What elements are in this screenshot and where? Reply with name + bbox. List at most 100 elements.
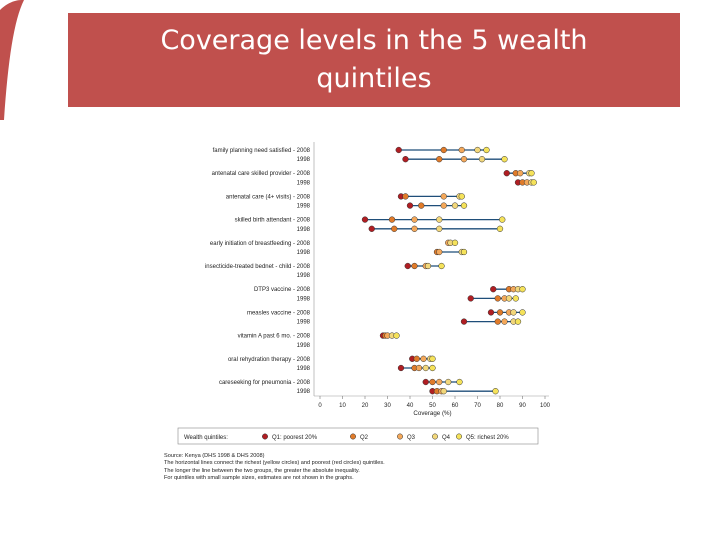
point-q4: [505, 295, 513, 302]
point-q2: [413, 355, 420, 362]
x-tick-label: 80: [497, 403, 504, 409]
point-q5: [460, 248, 468, 256]
point-q4: [510, 309, 517, 316]
row-label: measles vaccine - 2008: [247, 310, 311, 316]
point-q1: [503, 170, 510, 177]
legend-marker-q2: [350, 433, 356, 440]
point-q5: [438, 262, 445, 270]
legend-label-q1: Q1: poorest 20%: [272, 435, 318, 441]
point-q2: [411, 262, 418, 270]
point-q4: [424, 262, 432, 270]
point-q5: [492, 388, 499, 395]
point-q5: [528, 170, 535, 177]
point-q2: [429, 378, 436, 386]
row-label: 1998: [297, 157, 311, 163]
point-q2: [440, 146, 447, 154]
row-label: skilled birth attendant - 2008: [235, 218, 311, 224]
point-q3: [411, 216, 418, 223]
legend-marker-q5: [456, 433, 462, 440]
point-q2: [496, 309, 504, 316]
row-label: 1998: [297, 180, 311, 186]
point-q1: [397, 364, 405, 372]
legend-label-q5: Q5: richest 20%: [466, 435, 509, 441]
note-source: Source: Kenya (DHS 1998 & DHS 2008): [164, 453, 265, 459]
legend-box: [177, 427, 539, 445]
x-tick-label: 10: [339, 403, 346, 409]
point-q3: [420, 355, 427, 362]
row-label: antenatal care (4+ visits) - 2008: [226, 194, 311, 200]
point-q2: [418, 202, 425, 209]
point-q5: [460, 202, 468, 209]
slide-title-line-2: quintiles: [316, 63, 432, 94]
chart-figure: family planning need satisfied - 2008 199…: [148, 128, 566, 504]
chart-notes: Source: Kenya (DHS 1998 & DHS 2008) The …: [164, 453, 560, 483]
point-q5: [451, 239, 459, 246]
legend-title: Wealth quintiles:: [184, 435, 228, 441]
point-q5: [483, 146, 490, 154]
point-q3: [415, 364, 423, 372]
x-tick-label: 40: [407, 403, 414, 409]
point-q2: [494, 318, 501, 325]
row-label: 1998: [297, 320, 311, 326]
point-q3: [501, 318, 508, 325]
point-q4: [445, 378, 452, 386]
note-line-3: For quintiles with small sample sizes, e…: [164, 475, 354, 482]
point-q3: [460, 156, 468, 163]
point-q2: [494, 295, 501, 302]
decorative-corner-shape: [0, 0, 24, 120]
point-q5: [519, 286, 526, 293]
point-q3: [458, 146, 465, 154]
x-tick-label: 30: [384, 403, 391, 409]
point-q5: [514, 318, 522, 325]
point-q4: [474, 146, 481, 154]
x-tick-label: 50: [429, 403, 436, 409]
point-q1: [404, 262, 411, 270]
slide-title-line-1: Coverage levels in the 5 wealth: [160, 25, 588, 56]
point-q1: [402, 156, 409, 163]
row-label: 1998: [297, 227, 311, 233]
title-banner: Coverage levels in the 5 wealth quintile…: [68, 13, 680, 107]
row-label: 1998: [297, 343, 311, 349]
point-q1: [422, 378, 429, 386]
row-label: family planning need satisfied - 2008: [213, 148, 311, 154]
point-q5: [519, 309, 526, 316]
point-q5: [429, 355, 436, 362]
point-q5: [499, 216, 506, 223]
row-label: antenatal care skilled provider - 2008: [212, 171, 311, 177]
legend-label-q2: Q2: [360, 435, 369, 441]
legend-marker-q1: [262, 433, 268, 440]
point-q1: [467, 295, 474, 302]
point-q3: [436, 378, 443, 386]
point-q3: [440, 202, 447, 209]
x-tick-label: 20: [362, 403, 369, 409]
point-q4: [440, 388, 447, 395]
x-axis-label: Coverage (%): [413, 410, 451, 417]
point-q3: [436, 248, 443, 256]
x-tick-label: 70: [474, 403, 481, 409]
x-tick-label: 90: [519, 403, 526, 409]
row-label: 1998: [297, 389, 311, 395]
point-q3: [411, 225, 418, 232]
point-q4: [436, 225, 443, 232]
point-q5: [429, 364, 436, 372]
note-line-2: The longer the line between the two grou…: [164, 467, 360, 474]
row-label: early initiation of breastfeeding - 2008: [210, 241, 311, 247]
legend-label-q3: Q3: [407, 435, 416, 441]
point-q4: [478, 156, 486, 163]
point-q1: [487, 309, 495, 316]
point-q1: [395, 146, 402, 154]
legend-label-q4: Q4: [442, 435, 451, 441]
x-tick-label: 100: [540, 403, 551, 409]
x-tick-label: 60: [452, 403, 459, 409]
point-q3: [517, 170, 524, 177]
point-q5: [496, 225, 504, 232]
row-label: careseeking for pneumonia - 2008: [219, 380, 311, 386]
row-label: oral rehydration therapy - 2008: [228, 357, 311, 363]
row-label: 1998: [297, 250, 311, 256]
dot-plot-chart: family planning need satisfied - 2008 199…: [177, 142, 551, 445]
row-label: insecticide-treated bednet - child - 200…: [205, 264, 311, 270]
note-line-1: The horizontal lines connect the richest…: [164, 460, 385, 467]
point-q1: [406, 202, 414, 209]
point-q5: [512, 295, 519, 302]
x-tick-label: 0: [318, 403, 322, 409]
